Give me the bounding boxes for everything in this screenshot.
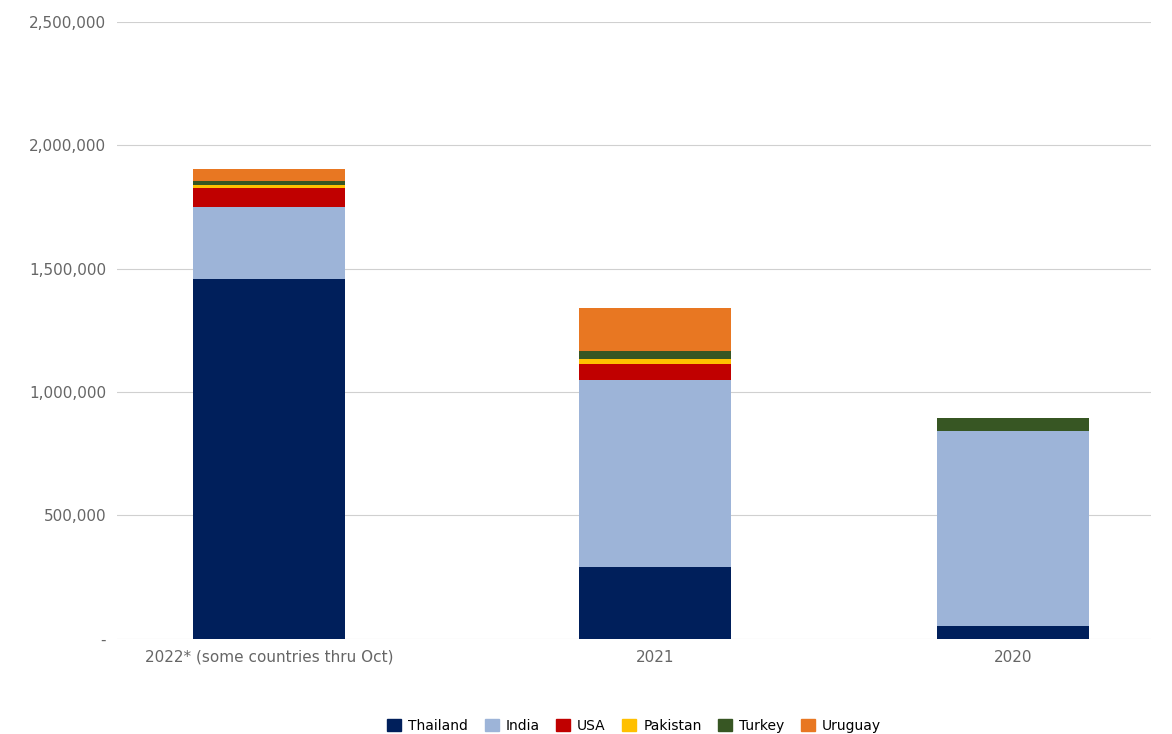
Bar <box>193 169 345 181</box>
Bar <box>938 626 1089 639</box>
Bar <box>193 181 345 185</box>
Bar <box>579 359 730 363</box>
Legend: Thailand, India, USA, Pakistan, Turkey, Uruguay: Thailand, India, USA, Pakistan, Turkey, … <box>382 713 886 734</box>
Bar <box>579 363 730 379</box>
Bar <box>579 379 730 567</box>
Bar <box>579 308 730 352</box>
Bar <box>938 418 1089 432</box>
Bar <box>193 185 345 189</box>
Bar <box>938 432 1089 626</box>
Bar <box>193 207 345 278</box>
Bar <box>193 278 345 639</box>
Bar <box>193 189 345 207</box>
Bar <box>579 352 730 359</box>
Bar <box>579 567 730 639</box>
